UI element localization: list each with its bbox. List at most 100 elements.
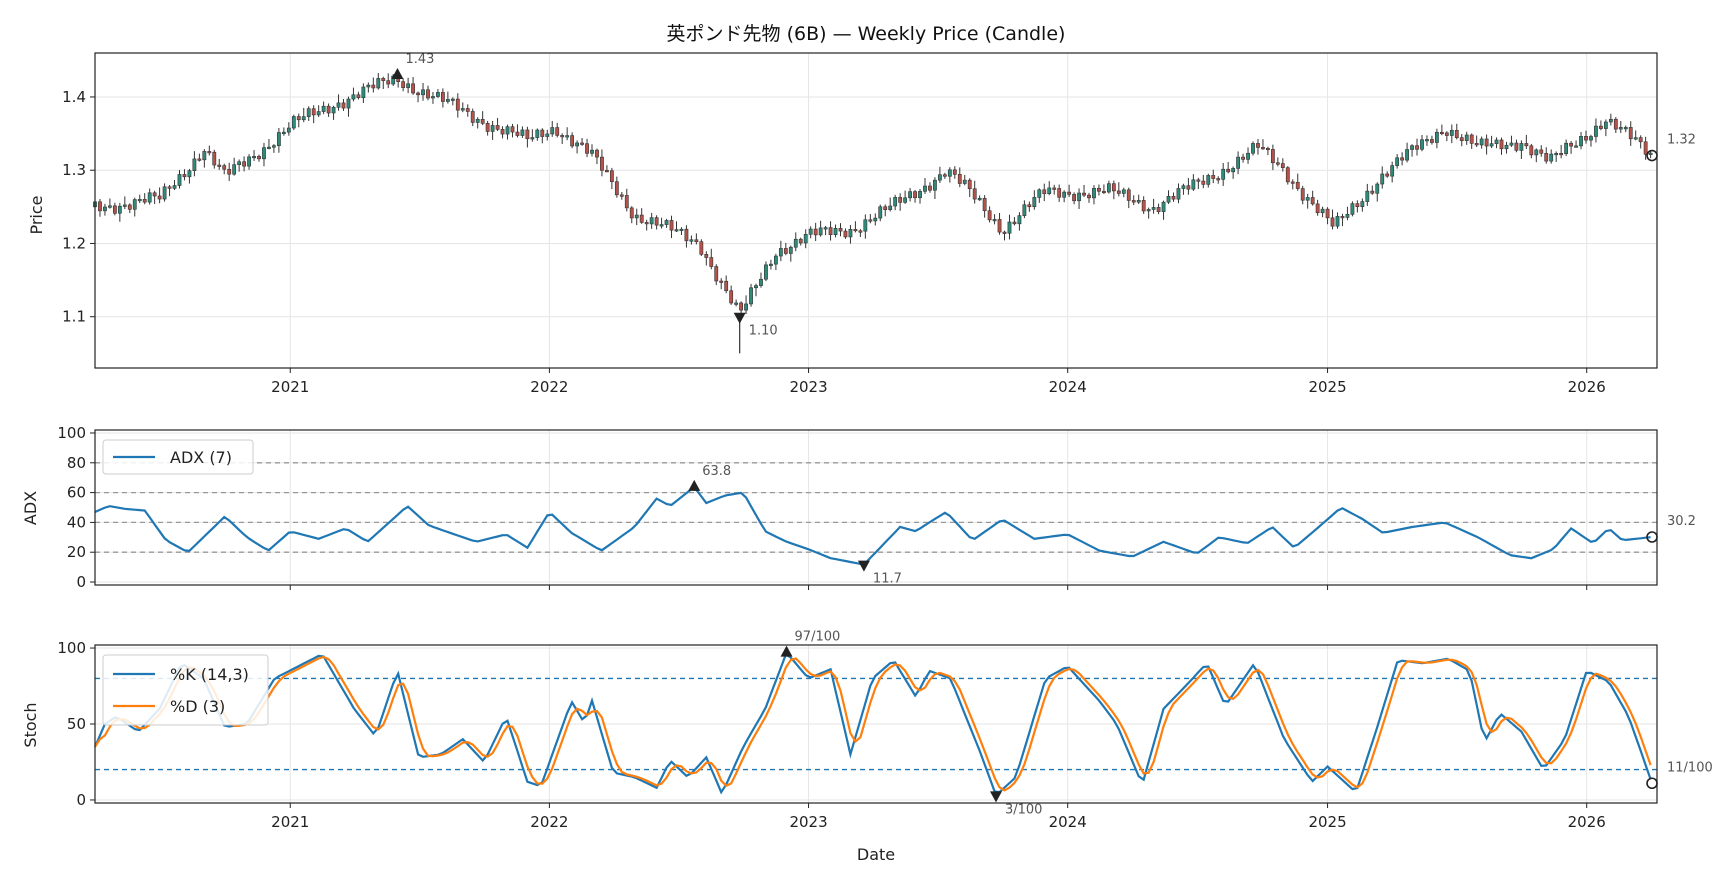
candle-body [1032, 197, 1037, 208]
candle-body [937, 174, 942, 181]
x-tick-label: 2023 [789, 813, 827, 831]
max-marker [391, 67, 404, 79]
candle-body [346, 98, 351, 109]
candle-body [212, 151, 217, 166]
y-tick-label: 100 [57, 424, 86, 442]
candle-body [699, 241, 704, 255]
candle-body [1077, 192, 1081, 202]
x-tick-label: 2023 [789, 378, 827, 396]
y-tick-label: 50 [67, 715, 86, 733]
candle-body [1146, 209, 1151, 212]
candle-body [1166, 196, 1171, 203]
candle-body [848, 229, 853, 238]
candle-body [237, 161, 242, 165]
candle-body [1201, 180, 1206, 185]
candle-body [1380, 173, 1385, 185]
candle-body [719, 280, 724, 283]
min-label: 3/100 [1005, 802, 1042, 817]
candle-body [1012, 221, 1017, 225]
candle-body [1097, 187, 1101, 192]
candle-body [749, 287, 753, 305]
candle-body [1648, 152, 1653, 155]
candle-body [977, 198, 982, 201]
candle-body [197, 158, 202, 161]
candle-body [1415, 145, 1419, 150]
candle-body [997, 219, 1002, 233]
candle-body [1206, 175, 1211, 185]
candle-body [1514, 142, 1519, 151]
candle-body [1484, 138, 1489, 147]
adx-reference-lines [95, 462, 1657, 553]
candle-body [1375, 183, 1380, 194]
adx-legend-label: ADX (7) [170, 448, 232, 467]
candle-body [1057, 188, 1062, 198]
candle-body [142, 199, 147, 203]
candle-body [773, 255, 778, 265]
candle-body [1524, 143, 1529, 147]
candle-body [778, 248, 783, 257]
candle-body [828, 227, 833, 235]
max-marker [688, 479, 701, 491]
candle-body [1390, 165, 1395, 177]
candle-body [972, 188, 977, 200]
candle-body [634, 214, 639, 219]
candle-body [639, 214, 644, 223]
candle-body [853, 229, 858, 232]
candle-body [187, 170, 192, 178]
candle-body [1037, 189, 1042, 198]
candle-body [242, 161, 247, 167]
candle-body [421, 89, 425, 96]
last-value-label: 30.2 [1667, 514, 1696, 529]
y-tick-label: 1.3 [62, 161, 86, 179]
candle-body [1345, 214, 1350, 218]
candle-body [440, 92, 445, 102]
candle-body [202, 151, 207, 161]
candle-body [624, 195, 629, 209]
candle-body [957, 174, 962, 184]
candle-body [1534, 149, 1539, 156]
candle-body [1529, 145, 1534, 156]
max-label: 63.8 [702, 464, 731, 479]
candle-body [1191, 179, 1196, 190]
candle-body [351, 94, 356, 100]
candle-body [122, 204, 127, 207]
candle-body [744, 303, 748, 311]
candle-body [1131, 200, 1136, 203]
candle-body [1141, 200, 1146, 212]
candle-body [1584, 136, 1588, 141]
stoch-x-ticks: 2021 2022 2023 2024 2025 2026 [271, 803, 1606, 831]
candle-body [1539, 149, 1544, 154]
candle-body [545, 133, 550, 137]
candle-body [311, 108, 316, 116]
candle-body [1589, 136, 1593, 141]
price-annotations: 1.43 1.10 1.32 [391, 52, 1696, 339]
candle-body [505, 126, 510, 135]
candle-body [704, 254, 709, 258]
candle-body [1280, 163, 1285, 168]
candle-body [947, 169, 952, 177]
y-tick-label: 1.4 [62, 88, 86, 106]
candle-body [808, 228, 813, 235]
candle-body [649, 217, 654, 225]
candle-body [694, 239, 699, 242]
candle-body [376, 78, 381, 89]
candle-body [450, 98, 455, 101]
max-marker [780, 645, 793, 657]
candle-body [709, 257, 714, 267]
stoch-gridlines [95, 645, 1657, 803]
y-tick-label: 20 [67, 543, 86, 561]
candle-body [629, 207, 634, 219]
candle-body [252, 156, 256, 159]
candle-body [605, 170, 609, 173]
candle-body [888, 205, 893, 210]
candle-body [1559, 153, 1564, 156]
candle-body [286, 127, 291, 133]
candle-body [1126, 189, 1131, 201]
x-tick-label: 2025 [1308, 813, 1346, 831]
candle-body [1509, 142, 1514, 146]
x-tick-label: 2024 [1049, 813, 1087, 831]
candle-body [1027, 204, 1032, 208]
x-axis-label: Date [857, 845, 895, 864]
candle-body [1469, 134, 1474, 144]
